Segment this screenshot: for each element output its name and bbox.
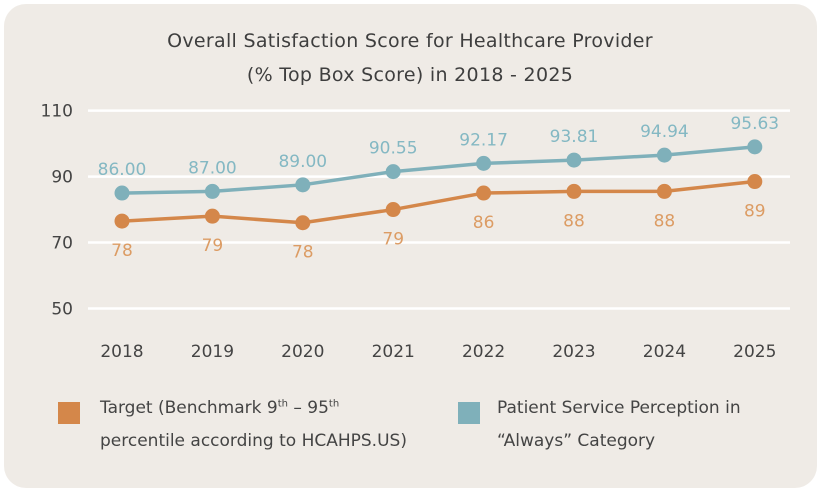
x-tick-label-2018: 2018 bbox=[100, 342, 143, 362]
data-label-target-2025: 89 bbox=[744, 202, 766, 222]
x-tick-label-2022: 2022 bbox=[462, 342, 505, 362]
x-tick-label-2024: 2024 bbox=[643, 342, 686, 362]
point-perception-2025 bbox=[747, 139, 763, 155]
series-perception: 86.00 87.00 89.00 90.55 92.17 93.81 94.94 95.63 bbox=[98, 114, 779, 201]
point-perception-2019 bbox=[204, 183, 220, 199]
y-tick-label-110: 110 bbox=[41, 102, 73, 122]
x-axis-ticks: 2018 2019 2020 2021 2022 2023 2024 2025 bbox=[100, 342, 776, 362]
point-target-2023 bbox=[566, 183, 582, 199]
data-label-perception-2018: 86.00 bbox=[98, 160, 147, 180]
y-axis-ticks: 50 70 90 110 bbox=[41, 102, 73, 320]
data-label-target-2024: 88 bbox=[654, 211, 676, 231]
legend-label-perception: Patient Service Perception in “Always” C… bbox=[497, 392, 741, 458]
legend-target-sup1: th bbox=[277, 398, 288, 410]
point-perception-2018 bbox=[114, 185, 130, 201]
point-target-2021 bbox=[385, 202, 401, 218]
legend-target-line2: percentile according to HCAHPS.US) bbox=[100, 431, 407, 451]
legend-target-sup2: th bbox=[328, 398, 340, 410]
point-perception-2023 bbox=[566, 152, 582, 168]
point-target-2025 bbox=[747, 174, 763, 190]
legend-perception-line2: “Always” Category bbox=[497, 431, 656, 451]
series-layer: 78 79 78 79 86 88 88 89 86.00 87.00 89.00 90.55 92.1… bbox=[98, 114, 779, 263]
data-label-target-2023: 88 bbox=[563, 211, 585, 231]
chart-title-line-1: Overall Satisfaction Score for Healthcar… bbox=[167, 30, 653, 52]
data-label-perception-2019: 87.00 bbox=[188, 158, 237, 178]
data-label-perception-2020: 89.00 bbox=[278, 152, 327, 172]
chart-card bbox=[4, 4, 817, 488]
legend-perception-line1: Patient Service Perception in bbox=[497, 398, 741, 418]
legend-label-target: Target (Benchmark 9th – 95th percentile … bbox=[100, 392, 407, 458]
chart-title-line-2: (% Top Box Score) in 2018 - 2025 bbox=[247, 64, 573, 86]
point-target-2019 bbox=[204, 208, 220, 224]
point-perception-2024 bbox=[656, 147, 672, 163]
y-tick-label-50: 50 bbox=[51, 300, 73, 320]
data-label-perception-2023: 93.81 bbox=[550, 127, 599, 147]
x-tick-label-2021: 2021 bbox=[372, 342, 415, 362]
data-label-perception-2022: 92.17 bbox=[459, 130, 508, 150]
x-tick-label-2025: 2025 bbox=[733, 342, 776, 362]
x-tick-label-2020: 2020 bbox=[281, 342, 324, 362]
point-perception-2020 bbox=[295, 177, 311, 193]
point-target-2020 bbox=[295, 215, 311, 231]
chart-title: Overall Satisfaction Score for Healthcar… bbox=[167, 30, 653, 86]
legend-swatch-target bbox=[58, 402, 80, 424]
series-line-perception bbox=[121, 145, 755, 195]
point-target-2018 bbox=[114, 213, 130, 229]
data-label-target-2019: 79 bbox=[202, 236, 224, 256]
legend-target-line1-mid: – 95 bbox=[287, 398, 329, 418]
y-tick-label-70: 70 bbox=[51, 234, 73, 254]
legend-target-line1-pre: Target (Benchmark 9 bbox=[100, 398, 278, 418]
data-label-target-2018: 78 bbox=[111, 241, 133, 261]
gridlines bbox=[88, 109, 790, 310]
y-tick-label-90: 90 bbox=[51, 168, 73, 188]
point-target-2024 bbox=[656, 183, 672, 199]
data-label-perception-2024: 94.94 bbox=[640, 122, 689, 142]
data-label-target-2021: 79 bbox=[382, 230, 404, 250]
series-target: 78 79 78 79 86 88 88 89 bbox=[111, 174, 766, 263]
data-label-target-2020: 78 bbox=[292, 243, 314, 263]
point-target-2022 bbox=[476, 185, 492, 201]
data-label-target-2022: 86 bbox=[473, 213, 495, 233]
x-tick-label-2023: 2023 bbox=[552, 342, 595, 362]
legend-swatch-perception bbox=[458, 402, 480, 424]
data-label-perception-2021: 90.55 bbox=[369, 139, 418, 159]
x-tick-label-2019: 2019 bbox=[191, 342, 234, 362]
point-perception-2022 bbox=[476, 155, 492, 171]
series-line-target bbox=[121, 179, 755, 225]
data-label-perception-2025: 95.63 bbox=[730, 114, 779, 134]
point-perception-2021 bbox=[385, 164, 401, 180]
